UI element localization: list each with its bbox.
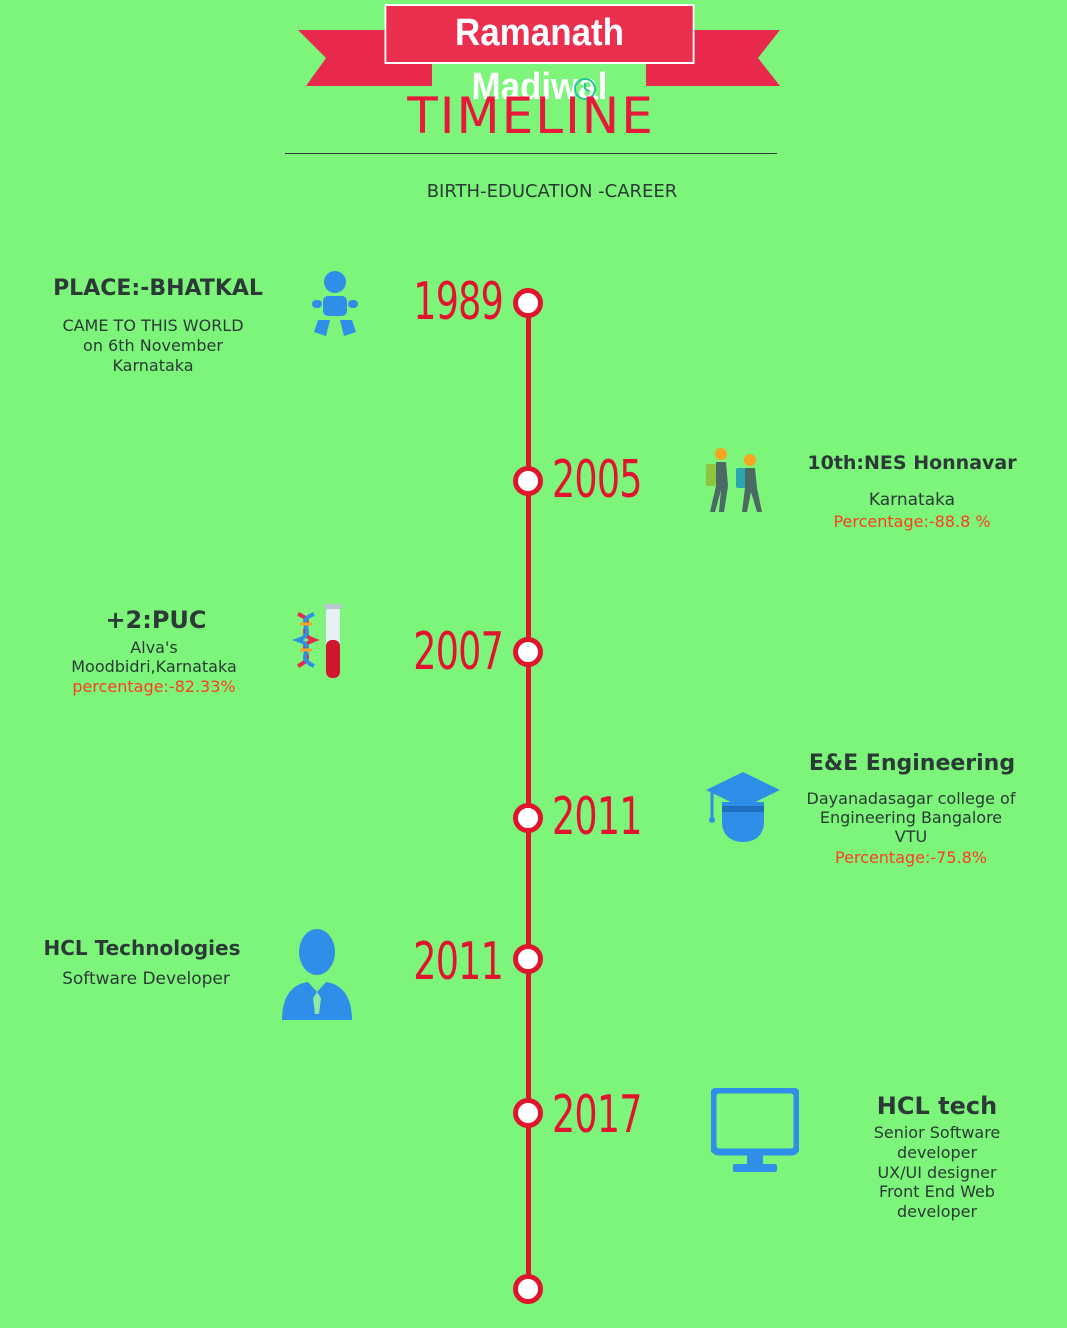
- timeline-node: [513, 944, 543, 974]
- baby-icon: [312, 271, 358, 336]
- year-label: 1989: [413, 272, 504, 332]
- businessman-icon: [282, 929, 352, 1020]
- event-percentage: Percentage:-75.8%: [835, 848, 987, 867]
- event-heading: HCL tech: [876, 1092, 998, 1120]
- timeline-end-node: [513, 1274, 543, 1304]
- year-label: 2011: [413, 932, 504, 992]
- event-detail: developer: [896, 1202, 978, 1221]
- timeline-node: [513, 637, 543, 667]
- page-title: TIMELINE: [407, 87, 655, 145]
- event-detail: Karnataka: [868, 490, 956, 510]
- dna-test-tube-icon: [292, 604, 342, 678]
- event-detail: Moodbidri,Karnataka: [71, 657, 237, 676]
- timeline-node: [513, 803, 543, 833]
- students-walking-icon: [706, 448, 762, 512]
- timeline-node: [513, 1098, 543, 1128]
- year-label: 2005: [552, 450, 643, 510]
- event-detail: Karnataka: [112, 356, 194, 375]
- monitor-icon: [711, 1088, 799, 1172]
- event-detail: developer: [896, 1143, 978, 1162]
- clock-icon: [574, 78, 596, 100]
- event-detail: VTU: [894, 827, 928, 846]
- page-subtitle: BIRTH-EDUCATION -CAREER: [426, 181, 678, 202]
- event-heading: E&E Engineering: [808, 751, 1016, 776]
- name-banner: Ramanath Madiwal: [384, 4, 695, 108]
- event-percentage: percentage:-82.33%: [72, 677, 236, 696]
- event-detail: Alva's: [130, 638, 178, 657]
- graduate-cap-icon: [706, 772, 780, 842]
- event-percentage: Percentage:-88.8 %: [833, 512, 991, 531]
- year-label: 2007: [413, 622, 504, 682]
- event-heading: 10th:NES Honnavar: [807, 452, 1017, 474]
- event-heading: HCL Technologies: [43, 936, 241, 960]
- event-heading: +2:PUC: [105, 606, 207, 634]
- event-heading: PLACE:-BHATKAL: [53, 276, 263, 301]
- timeline-node: [513, 288, 543, 318]
- title-divider: [285, 153, 777, 154]
- event-detail: Engineering Bangalore: [819, 808, 1003, 827]
- event-detail: Dayanadasagar college of: [806, 789, 1016, 808]
- timeline-node: [513, 466, 543, 496]
- event-detail: Software Developer: [62, 969, 230, 989]
- year-label: 2011: [552, 787, 643, 847]
- event-detail: Senior Software: [873, 1123, 1001, 1142]
- event-detail: Front End Web: [879, 1182, 995, 1201]
- event-detail: CAME TO THIS WORLD: [62, 316, 244, 335]
- event-detail: on 6th November: [83, 336, 223, 355]
- timeline-axis: [526, 302, 531, 1290]
- event-detail: UX/UI designer: [877, 1163, 997, 1182]
- year-label: 2017: [552, 1085, 643, 1145]
